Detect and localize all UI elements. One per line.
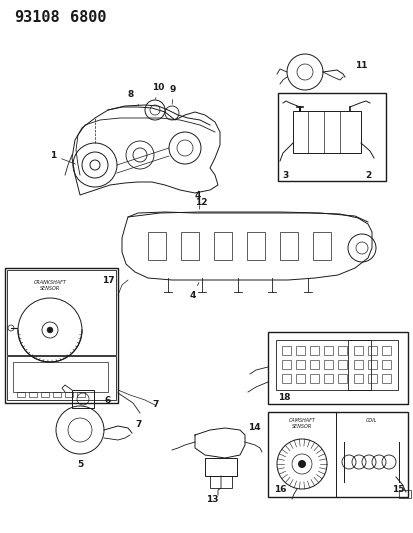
Text: SENSOR: SENSOR <box>40 286 60 291</box>
Text: 8: 8 <box>128 90 138 105</box>
Bar <box>13 362 108 392</box>
Text: 7: 7 <box>152 400 158 409</box>
Text: 10: 10 <box>152 83 164 99</box>
Text: 17: 17 <box>102 276 114 285</box>
Text: 6800: 6800 <box>70 10 106 25</box>
Bar <box>267 412 407 497</box>
Bar <box>367 360 376 369</box>
Bar <box>309 360 318 369</box>
Circle shape <box>47 327 53 333</box>
Text: 2: 2 <box>364 171 370 180</box>
Text: 5: 5 <box>77 461 83 470</box>
Bar <box>292 111 360 153</box>
Text: 14: 14 <box>247 424 260 432</box>
Bar <box>323 360 332 369</box>
Bar <box>180 232 199 260</box>
Bar <box>381 360 390 369</box>
Bar <box>277 93 385 181</box>
Bar <box>7 356 116 400</box>
Text: 1: 1 <box>50 151 75 164</box>
Text: 16: 16 <box>273 486 286 495</box>
Bar <box>295 346 304 355</box>
Bar <box>279 232 297 260</box>
Bar <box>381 346 390 355</box>
Bar <box>214 232 231 260</box>
Bar <box>367 374 376 383</box>
Text: 7: 7 <box>135 421 141 430</box>
Text: 11: 11 <box>354 61 367 69</box>
Bar <box>295 374 304 383</box>
Bar <box>337 360 346 369</box>
Text: 13: 13 <box>205 496 218 505</box>
Bar <box>323 346 332 355</box>
Bar <box>247 232 264 260</box>
Bar <box>312 232 330 260</box>
Bar <box>337 346 346 355</box>
Bar <box>295 360 304 369</box>
Bar <box>398 490 410 498</box>
Bar <box>281 360 290 369</box>
Bar <box>367 346 376 355</box>
Bar <box>347 340 397 390</box>
Bar <box>281 374 290 383</box>
Bar <box>204 458 236 476</box>
Text: CRANKSHAFT: CRANKSHAFT <box>33 280 66 285</box>
Text: CAMSHAFT: CAMSHAFT <box>288 418 315 423</box>
Bar <box>53 392 61 397</box>
Bar <box>353 374 362 383</box>
Text: 12: 12 <box>195 192 207 207</box>
Bar <box>41 392 49 397</box>
Text: 3: 3 <box>282 171 288 180</box>
Bar <box>7 270 116 355</box>
Bar <box>309 374 318 383</box>
Text: 6: 6 <box>104 396 111 405</box>
Bar <box>65 392 73 397</box>
Text: 18: 18 <box>277 393 290 402</box>
Bar <box>281 346 290 355</box>
Bar <box>5 268 118 403</box>
Bar <box>29 392 37 397</box>
Bar <box>381 374 390 383</box>
Bar <box>77 392 85 397</box>
Text: 15: 15 <box>391 486 403 495</box>
Bar <box>72 390 94 408</box>
Bar <box>323 374 332 383</box>
Circle shape <box>297 460 305 468</box>
Text: 9: 9 <box>170 85 176 104</box>
Text: COIL: COIL <box>366 418 377 423</box>
Bar <box>309 346 318 355</box>
Bar <box>267 332 407 404</box>
Bar <box>275 340 370 390</box>
Text: SENSOR: SENSOR <box>291 424 311 429</box>
Text: 4: 4 <box>190 282 198 300</box>
Bar <box>17 392 25 397</box>
Text: 4: 4 <box>195 191 201 209</box>
Text: 93108: 93108 <box>14 10 59 25</box>
Bar <box>353 346 362 355</box>
Bar <box>353 360 362 369</box>
Bar <box>209 476 231 488</box>
Bar <box>337 374 346 383</box>
Bar <box>147 232 166 260</box>
